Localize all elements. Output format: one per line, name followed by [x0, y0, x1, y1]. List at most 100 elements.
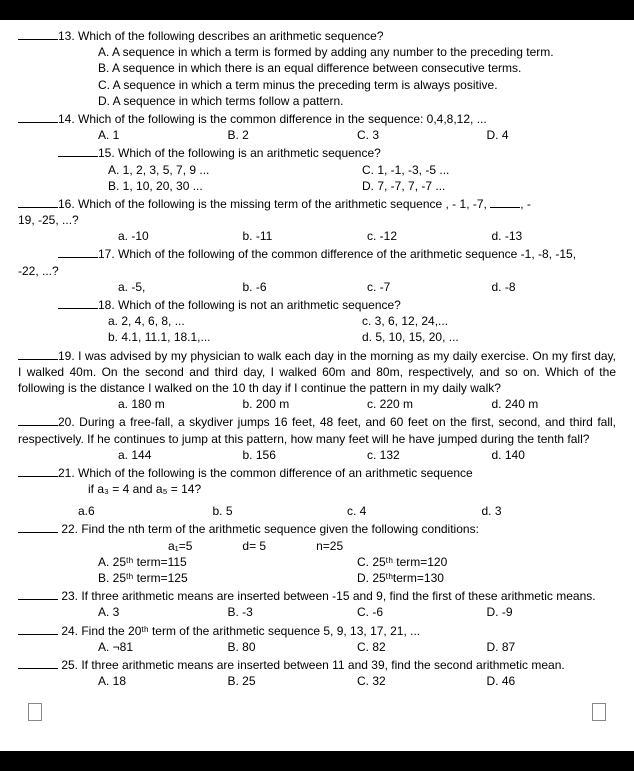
page-icon [28, 703, 42, 721]
q21-prompt2: if a₃ = 4 and a₅ = 14? [18, 481, 616, 497]
q16-d: d. -13 [492, 228, 617, 244]
q22-c: C. 25ᵗʰ term=120 [357, 554, 616, 570]
q22-b: B. 25ᵗʰ term=125 [98, 570, 357, 586]
footer-icons [18, 703, 616, 721]
q23-d: D. -9 [487, 604, 617, 620]
question-13: 13. Which of the following describes an … [18, 28, 616, 109]
q15-b: B. 1, 10, 20, 30 ... [108, 178, 362, 194]
q19-prompt: 19. I was advised by my physician to wal… [18, 349, 616, 395]
q24-c: C. 82 [357, 639, 487, 655]
question-15: 15. Which of the following is an arithme… [18, 145, 616, 194]
q22-d: D. 25ᵗʰterm=130 [357, 570, 616, 586]
q24-b: B. 80 [228, 639, 358, 655]
q21-prompt: 21. Which of the following is the common… [58, 466, 473, 480]
q25-d: D. 46 [487, 673, 617, 689]
worksheet-page: 13. Which of the following describes an … [0, 20, 634, 751]
answer-blank[interactable] [58, 147, 98, 157]
q17-d: d. -8 [492, 279, 617, 295]
q13-c: C. A sequence in which a term minus the … [18, 77, 616, 93]
q25-b: B. 25 [228, 673, 358, 689]
answer-blank[interactable] [18, 350, 58, 360]
answer-blank[interactable] [18, 590, 58, 600]
question-21: 21. Which of the following is the common… [18, 465, 616, 520]
question-17: 17. Which of the following of the common… [18, 246, 616, 295]
q21-a: a.6 [78, 503, 213, 519]
q19-b: b. 200 m [243, 396, 368, 412]
q14-a: A. 1 [98, 127, 228, 143]
answer-blank[interactable] [18, 198, 58, 208]
q15-d: D. 7, -7, 7, -7 ... [362, 178, 616, 194]
q16-prompt-b: , - [520, 197, 531, 211]
q13-b: B. A sequence in which there is an equal… [18, 60, 616, 76]
q18-prompt: 18. Which of the following is not an ari… [98, 298, 401, 312]
q16-c: c. -12 [367, 228, 492, 244]
q13-d: D. A sequence in which terms follow a pa… [18, 93, 616, 109]
q18-d: d. 5, 10, 15, 20, ... [362, 329, 616, 345]
answer-blank[interactable] [18, 30, 58, 40]
q17-b: b. -6 [243, 279, 368, 295]
q14-prompt: 14. Which of the following is the common… [58, 112, 487, 126]
answer-blank[interactable] [18, 659, 58, 669]
q16-a: a. -10 [118, 228, 243, 244]
q16-cont: 19, -25, ...? [18, 212, 616, 228]
q15-c: C. 1, -1, -3, -5 ... [362, 162, 616, 178]
answer-blank[interactable] [18, 625, 58, 635]
q23-b: B. -3 [228, 604, 358, 620]
answer-blank[interactable] [18, 523, 58, 533]
q23-a: A. 3 [98, 604, 228, 620]
q25-a: A. 18 [98, 673, 228, 689]
q17-c: c. -7 [367, 279, 492, 295]
q21-d: d. 3 [482, 503, 617, 519]
q20-b: b. 156 [243, 447, 368, 463]
q16-b: b. -11 [243, 228, 368, 244]
q24-d: D. 87 [487, 639, 617, 655]
q14-b: B. 2 [228, 127, 358, 143]
q15-prompt: 15. Which of the following is an arithme… [98, 146, 381, 160]
q20-c: c. 132 [367, 447, 492, 463]
question-25: 25. If three arithmetic means are insert… [18, 657, 616, 689]
q21-b: b. 5 [213, 503, 348, 519]
question-23: 23. If three arithmetic means are insert… [18, 588, 616, 620]
q18-a: a. 2, 4, 6, 8, ... [108, 313, 362, 329]
q16-prompt-a: 16. Which of the following is the missin… [58, 197, 490, 211]
question-20: 20. During a free-fall, a skydiver jumps… [18, 414, 616, 463]
q19-a: a. 180 m [118, 396, 243, 412]
q24-prompt: 24. Find the 20ᵗʰ term of the arithmetic… [58, 624, 420, 638]
q22-cond-n: n=25 [316, 538, 343, 554]
answer-blank[interactable] [18, 416, 58, 426]
q21-c: c. 4 [347, 503, 482, 519]
q17-prompt: 17. Which of the following of the common… [98, 247, 576, 261]
missing-blank [490, 198, 520, 208]
q14-c: C. 3 [357, 127, 487, 143]
page-icon [592, 703, 606, 721]
q19-d: d. 240 m [492, 396, 617, 412]
answer-blank[interactable] [58, 248, 98, 258]
q23-prompt: 23. If three arithmetic means are insert… [58, 589, 596, 603]
q22-cond-d: d= 5 [242, 538, 266, 554]
answer-blank[interactable] [18, 467, 58, 477]
q18-b: b. 4.1, 11.1, 18.1,... [108, 329, 362, 345]
question-16: 16. Which of the following is the missin… [18, 196, 616, 245]
q23-c: C. -6 [357, 604, 487, 620]
q25-c: C. 32 [357, 673, 487, 689]
q19-c: c. 220 m [367, 396, 492, 412]
answer-blank[interactable] [58, 299, 98, 309]
question-14: 14. Which of the following is the common… [18, 111, 616, 143]
q20-d: d. 140 [492, 447, 617, 463]
question-24: 24. Find the 20ᵗʰ term of the arithmetic… [18, 623, 616, 655]
q17-a: a. -5, [118, 279, 243, 295]
q17-cont: -22, ...? [18, 263, 616, 279]
q25-prompt: 25. If three arithmetic means are insert… [58, 658, 565, 672]
q13-prompt: 13. Which of the following describes an … [58, 29, 384, 43]
q13-a: A. A sequence in which a term is formed … [18, 44, 616, 60]
q18-c: c. 3, 6, 12, 24,... [362, 313, 616, 329]
q24-a: A. ¬81 [98, 639, 228, 655]
question-19: 19. I was advised by my physician to wal… [18, 348, 616, 413]
q20-prompt: 20. During a free-fall, a skydiver jumps… [18, 415, 616, 445]
question-22: 22. Find the nth term of the arithmetic … [18, 521, 616, 586]
q14-d: D. 4 [487, 127, 617, 143]
q22-a: A. 25ᵗʰ term=115 [98, 554, 357, 570]
answer-blank[interactable] [18, 113, 58, 123]
q20-a: a. 144 [118, 447, 243, 463]
question-18: 18. Which of the following is not an ari… [18, 297, 616, 346]
